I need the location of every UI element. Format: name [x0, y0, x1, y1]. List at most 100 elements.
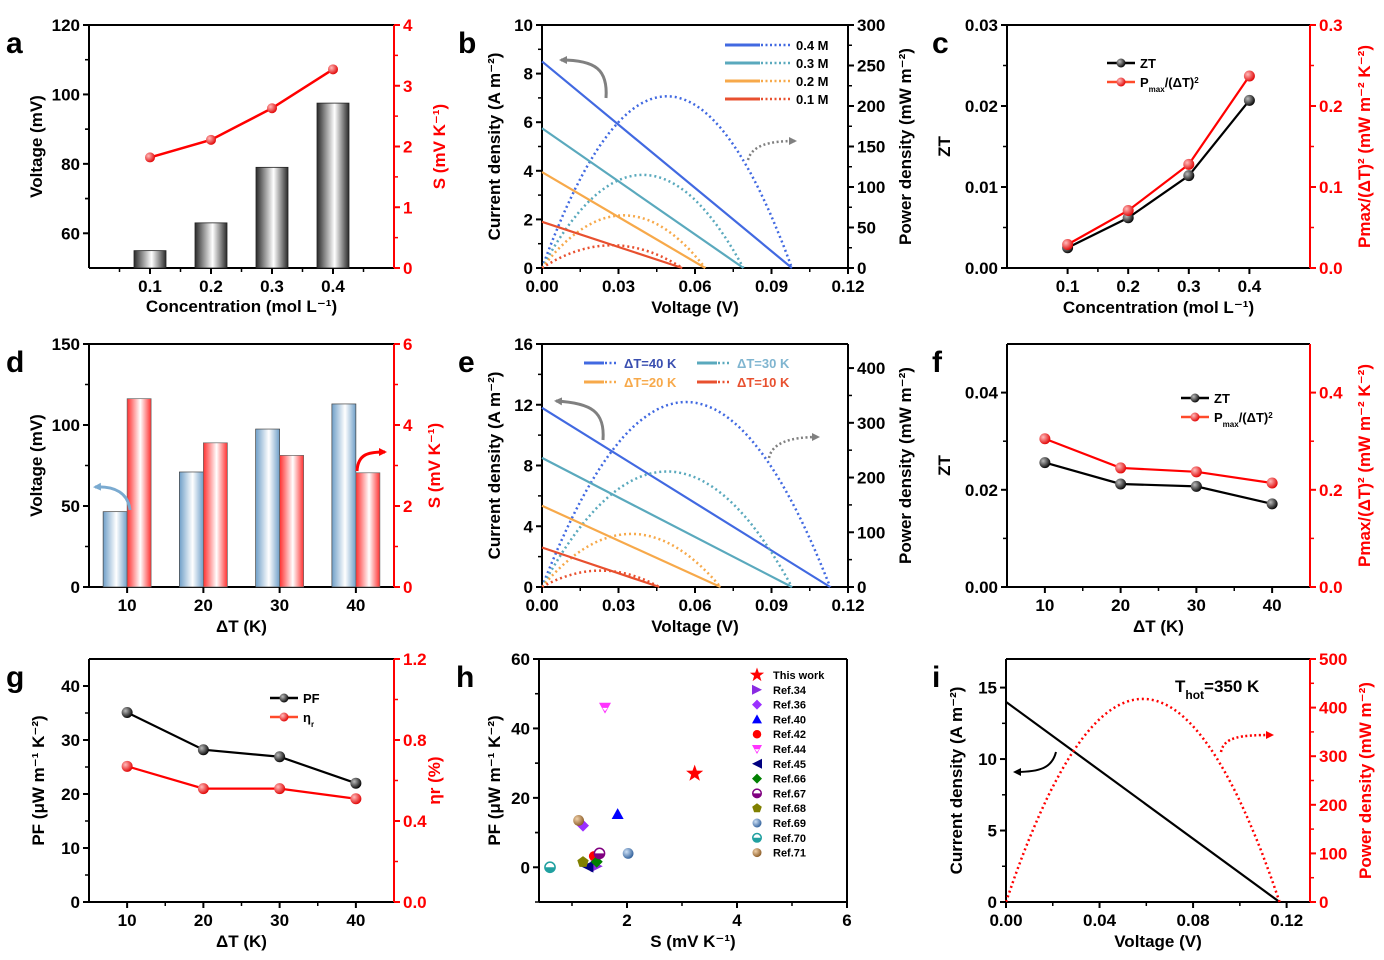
legend-label: Ref.45 [773, 759, 806, 771]
y-tick-label: 250 [857, 57, 885, 76]
panel-a: a 60 80 100 120 0 1 2 3 4 0.1 0.2 0.3 0.4Concentratio… [6, 16, 449, 316]
x-tick-label: 0.12 [831, 277, 864, 296]
data-point [350, 793, 362, 805]
arrow-right-axis-icon [746, 137, 797, 161]
panel-d: d 0 50 100 150 0 2 4 6 10 20 30 40 ΔT (K) Voltage (mV)… [6, 335, 444, 636]
scatter-point-fill [544, 867, 556, 873]
x-axis-title: Voltage (V) [1114, 932, 1202, 951]
series-line [126, 765, 357, 800]
arrow-left-axis-icon [559, 56, 608, 99]
y-tick-label: 4 [524, 162, 534, 181]
y-tick-label: 2 [403, 497, 412, 516]
x-tick-label: 30 [1187, 596, 1206, 615]
y-tick-label: 0.02 [965, 481, 998, 500]
scatter-point [577, 856, 589, 867]
y-axis-title: ZT [935, 455, 954, 476]
data-point [1190, 466, 1202, 478]
x-tick-label: 0.3 [260, 277, 284, 296]
data-point [274, 751, 286, 763]
legend-label: Ref.67 [773, 788, 806, 800]
x-tick-label: 10 [1035, 596, 1054, 615]
y-tick-label: 400 [1319, 699, 1347, 718]
scatter-point [581, 860, 594, 873]
data-point [121, 760, 133, 772]
data-point [1190, 480, 1202, 492]
x-tick-label: 0.00 [525, 277, 558, 296]
y-tick-label: 0 [857, 259, 866, 278]
x-tick-label: 0.4 [1238, 277, 1262, 296]
annotation-sub: hot [1185, 688, 1204, 702]
annotation-thot: Thot=350 K [1175, 677, 1260, 702]
scatter-point-inner [602, 707, 608, 712]
legend-label: 0.4 M [796, 38, 829, 53]
legend-label: Pmax/(ΔT)2 [1140, 75, 1199, 94]
data-point [1266, 498, 1278, 510]
y-tick-label: 0 [403, 578, 412, 597]
legend-part: η [303, 710, 311, 725]
legend-label: Ref.70 [773, 833, 806, 845]
panel-label: f [932, 346, 943, 379]
legend-sub: max [1223, 420, 1240, 429]
y-tick-label: 0.2 [1319, 481, 1343, 500]
series-line [1044, 437, 1273, 485]
annotation-part: T [1175, 677, 1186, 696]
x-tick-label: 10 [118, 911, 137, 930]
series-line-power [540, 470, 793, 588]
legend-marker [752, 848, 762, 858]
y-tick-label: 100 [857, 178, 885, 197]
legend-marker [1116, 77, 1126, 87]
y-tick-label: 0 [857, 578, 866, 597]
scatter-point [622, 848, 634, 859]
arrow-right-axis-icon [355, 448, 387, 472]
data-point [1039, 457, 1051, 469]
series-line-power [541, 532, 722, 588]
data-point [1115, 478, 1127, 490]
x-tick-label: 40 [346, 911, 365, 930]
x-tick-label: 0.00 [525, 596, 558, 615]
y-tick-label: 100 [1319, 844, 1347, 863]
y-tick-label: 50 [857, 219, 876, 238]
x-tick-label: 6 [842, 911, 851, 930]
y-tick-label: 0 [524, 578, 533, 597]
y-tick-label: 60 [61, 224, 80, 243]
x-tick-label: 0.12 [1270, 911, 1303, 930]
panel-label: e [458, 346, 475, 379]
x-tick-label: 0.03 [602, 596, 635, 615]
y-tick-label: 40 [61, 677, 80, 696]
y-tick-label: 2 [524, 210, 533, 229]
panel-e: e 0 4 8 12 16 0 100 200 300 400 0.00 0.03 0.06 0.09 0.1… [458, 335, 915, 636]
legend-marker [1190, 412, 1200, 422]
x-tick-label: 0.06 [678, 277, 711, 296]
legend-label: 0.2 M [796, 74, 829, 89]
panel-h: h 0 20 40 60 2 4 6 S (mV K⁻¹) PF (μW m⁻¹ K⁻²) This… [456, 650, 852, 951]
y-tick-label: 4 [524, 517, 534, 536]
legend-marker-fill [752, 837, 762, 843]
series-line-power [540, 173, 745, 269]
y2-axis-title: Power density (mW m⁻²) [896, 48, 915, 245]
legend-label: ΔT=20 K [624, 375, 677, 390]
y-tick-label: 10 [978, 750, 997, 769]
series-line [1067, 75, 1251, 246]
bar-voltage [179, 471, 204, 588]
y-tick-label: 0.02 [965, 97, 998, 116]
legend-sup: 2 [1268, 411, 1273, 420]
x-axis-title: ΔT (K) [216, 932, 267, 951]
arrow-right-axis-icon [1219, 731, 1274, 753]
scatter-point-fill [594, 853, 605, 859]
y-tick-label: 50 [61, 497, 80, 516]
x-tick-label: 0.03 [602, 277, 635, 296]
series-line-current [541, 504, 721, 589]
series-line-current [1005, 700, 1281, 903]
y-tick-label: 150 [52, 335, 80, 354]
y-tick-label: 200 [1319, 796, 1347, 815]
scatter-point [686, 764, 704, 781]
y-tick-label: 300 [857, 16, 885, 35]
legend-label: 0.1 M [796, 92, 829, 107]
x-tick-label: 0.2 [1116, 277, 1140, 296]
y2-axis-title: Pmax/(ΔT)² (mW m⁻² K⁻²) [1355, 45, 1374, 248]
x-axis-title: ΔT (K) [216, 617, 267, 636]
data-point [1243, 70, 1255, 82]
data-point [274, 783, 286, 795]
